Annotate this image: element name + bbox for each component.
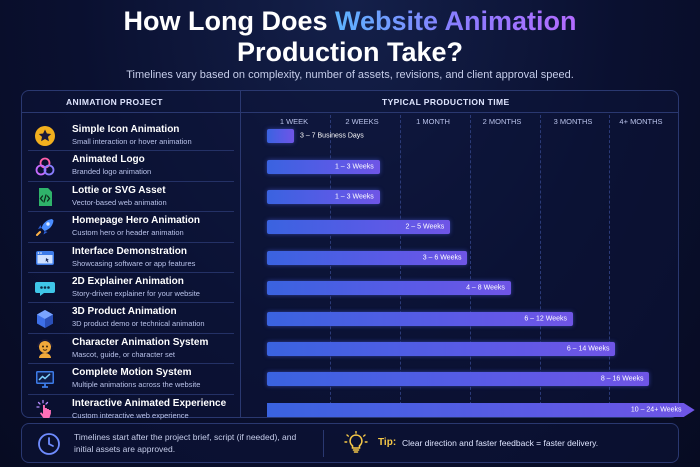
project-description: Vector-based web animation xyxy=(72,197,167,207)
character-icon xyxy=(34,338,56,360)
project-description: Small interaction or hover animation xyxy=(72,137,192,146)
row-separator xyxy=(28,211,234,213)
tick-label: 2 MONTHS xyxy=(482,117,522,126)
grid-line xyxy=(539,115,541,415)
project-name: 2D Explainer Animation xyxy=(72,276,184,287)
duration-label: 4 – 8 Weeks xyxy=(466,284,505,292)
column-divider xyxy=(240,91,241,417)
duration-label: 8 – 16 Weeks xyxy=(600,375,644,383)
duration-label: 6 – 12 Weeks xyxy=(524,315,567,323)
project-description: Branded logo animation xyxy=(72,167,152,177)
project-name: Animated Logo xyxy=(72,154,145,166)
project-name: Interactive Animated Experience xyxy=(72,397,227,409)
project-name: Simple Icon Animation xyxy=(72,124,180,135)
project-name: Interface Demonstration xyxy=(72,245,188,257)
duration-label: 3 – 7 Business Days xyxy=(300,132,364,140)
grid-line xyxy=(399,115,401,415)
duration-bar xyxy=(266,372,650,387)
grid-line xyxy=(330,115,331,415)
project-name: Lottie or SVG Asset xyxy=(72,184,166,196)
duration-label: 1 – 3 Weeks xyxy=(334,193,374,201)
duration-bar xyxy=(266,281,511,296)
project-name: Homepage Hero Animation xyxy=(72,215,200,227)
title-prefix: How Long Does xyxy=(123,6,335,36)
tick-label: 4+ MONTHS xyxy=(619,117,663,126)
row-separator xyxy=(28,302,234,304)
subtitle: Timelines vary based on complexity, numb… xyxy=(126,69,574,81)
duration-bar xyxy=(266,402,695,417)
browser-window-icon xyxy=(34,247,56,269)
grid-line xyxy=(469,115,471,415)
lightbulb-icon xyxy=(344,430,368,455)
tick-label: 1 MONTH xyxy=(416,117,450,126)
timeline-chart-panel: ANIMATION PROJECT TYPICAL PRODUCTION TIM… xyxy=(21,90,695,421)
duration-bar xyxy=(266,311,573,326)
duration-bar xyxy=(266,159,380,174)
duration-bar xyxy=(266,342,616,356)
duration-bar xyxy=(266,129,294,144)
tick-label: 3 MONTHS xyxy=(553,117,593,126)
rocket-icon xyxy=(34,216,56,238)
title-accent: Website Animation xyxy=(334,6,577,36)
tip-text: Clear direction and faster feedback = fa… xyxy=(402,438,599,448)
footer-panel: Timelines start after the project brief,… xyxy=(21,423,679,463)
pointer-click-icon xyxy=(34,399,56,421)
row-separator xyxy=(28,332,234,334)
category-header: ANIMATION PROJECT xyxy=(66,97,163,107)
tick-label: 2 WEEKS xyxy=(345,117,379,126)
monitor-chart-icon xyxy=(34,368,56,390)
duration-label: 6 – 14 Weeks xyxy=(566,345,610,353)
title-line2: Production Take? xyxy=(236,37,464,67)
project-description: 3D product demo or technical animation xyxy=(72,319,205,329)
project-name: Complete Motion System xyxy=(72,367,192,379)
cube-icon xyxy=(34,308,56,330)
row-separator xyxy=(28,272,234,273)
clock-icon xyxy=(37,432,61,456)
duration-label: 10 – 24+ Weeks xyxy=(630,406,682,414)
chat-bubble-icon xyxy=(34,277,56,299)
project-description: Mascot, guide, or character set xyxy=(72,349,175,359)
row-separator xyxy=(28,363,234,365)
footer-divider xyxy=(323,430,324,457)
duration-bar xyxy=(266,190,380,204)
project-description: Multiple animations across the website xyxy=(72,380,201,390)
row-separator xyxy=(28,241,234,243)
duration-label: 3 – 6 Weeks xyxy=(422,254,462,262)
tip-label: Tip: xyxy=(378,437,397,448)
project-description: Custom interactive web experience xyxy=(72,410,189,420)
project-name: Character Animation System xyxy=(72,336,209,348)
duration-bar xyxy=(266,220,451,235)
page-title: How Long Does Website Animation Producti… xyxy=(0,6,700,68)
duration-label: 2 – 5 Weeks xyxy=(405,223,445,231)
code-file-icon xyxy=(34,186,56,208)
star-icon xyxy=(34,125,56,147)
row-separator xyxy=(28,150,234,152)
row-separator xyxy=(28,393,234,395)
duration-bar xyxy=(266,250,468,265)
grid-line xyxy=(609,115,610,415)
axis-header: TYPICAL PRODUCTION TIME xyxy=(382,97,510,107)
duration-label: 1 – 3 Weeks xyxy=(334,163,374,171)
tick-label: 1 WEEK xyxy=(279,117,309,126)
row-separator xyxy=(28,180,234,182)
project-description: Custom hero or header animation xyxy=(72,228,184,238)
logo-knot-icon xyxy=(34,156,56,178)
header-divider xyxy=(22,112,678,113)
project-description: Showcasing software or app features xyxy=(72,258,196,268)
footer-note: Timelines start after the project brief,… xyxy=(74,432,297,454)
project-name: 3D Product Animation xyxy=(72,306,177,318)
project-description: Story-driven explainer for your website xyxy=(72,289,200,298)
